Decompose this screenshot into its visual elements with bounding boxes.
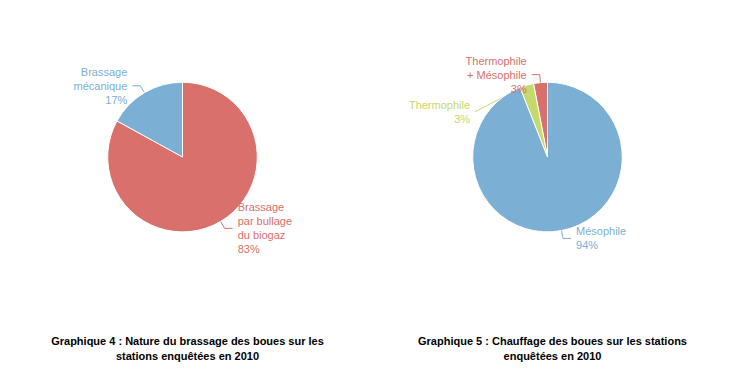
svg-text:94%: 94% xyxy=(576,239,598,251)
svg-text:du biogaz: du biogaz xyxy=(238,229,286,241)
svg-text:enquêtées en 2010: enquêtées en 2010 xyxy=(504,350,602,362)
svg-text:3%: 3% xyxy=(511,83,527,95)
svg-text:mécanique: mécanique xyxy=(74,80,128,92)
svg-text:Brassage: Brassage xyxy=(81,66,127,78)
svg-text:17%: 17% xyxy=(105,94,127,106)
svg-text:Graphique 4 : Nature du brassa: Graphique 4 : Nature du brassage des bou… xyxy=(51,335,324,347)
svg-text:3%: 3% xyxy=(454,113,470,125)
svg-text:83%: 83% xyxy=(238,243,260,255)
svg-text:Graphique 5 : Chauffage des bo: Graphique 5 : Chauffage des boues sur le… xyxy=(418,335,687,347)
svg-text:Brassage: Brassage xyxy=(238,201,284,213)
svg-text:+ Mésophile: + Mésophile xyxy=(467,69,527,81)
svg-text:stations enquêtées en 2010: stations enquêtées en 2010 xyxy=(116,350,259,362)
svg-text:Thermophile: Thermophile xyxy=(409,99,470,111)
svg-text:par bullage: par bullage xyxy=(238,215,292,227)
svg-text:Thermophile: Thermophile xyxy=(466,55,527,67)
svg-text:Mésophile: Mésophile xyxy=(576,225,626,237)
